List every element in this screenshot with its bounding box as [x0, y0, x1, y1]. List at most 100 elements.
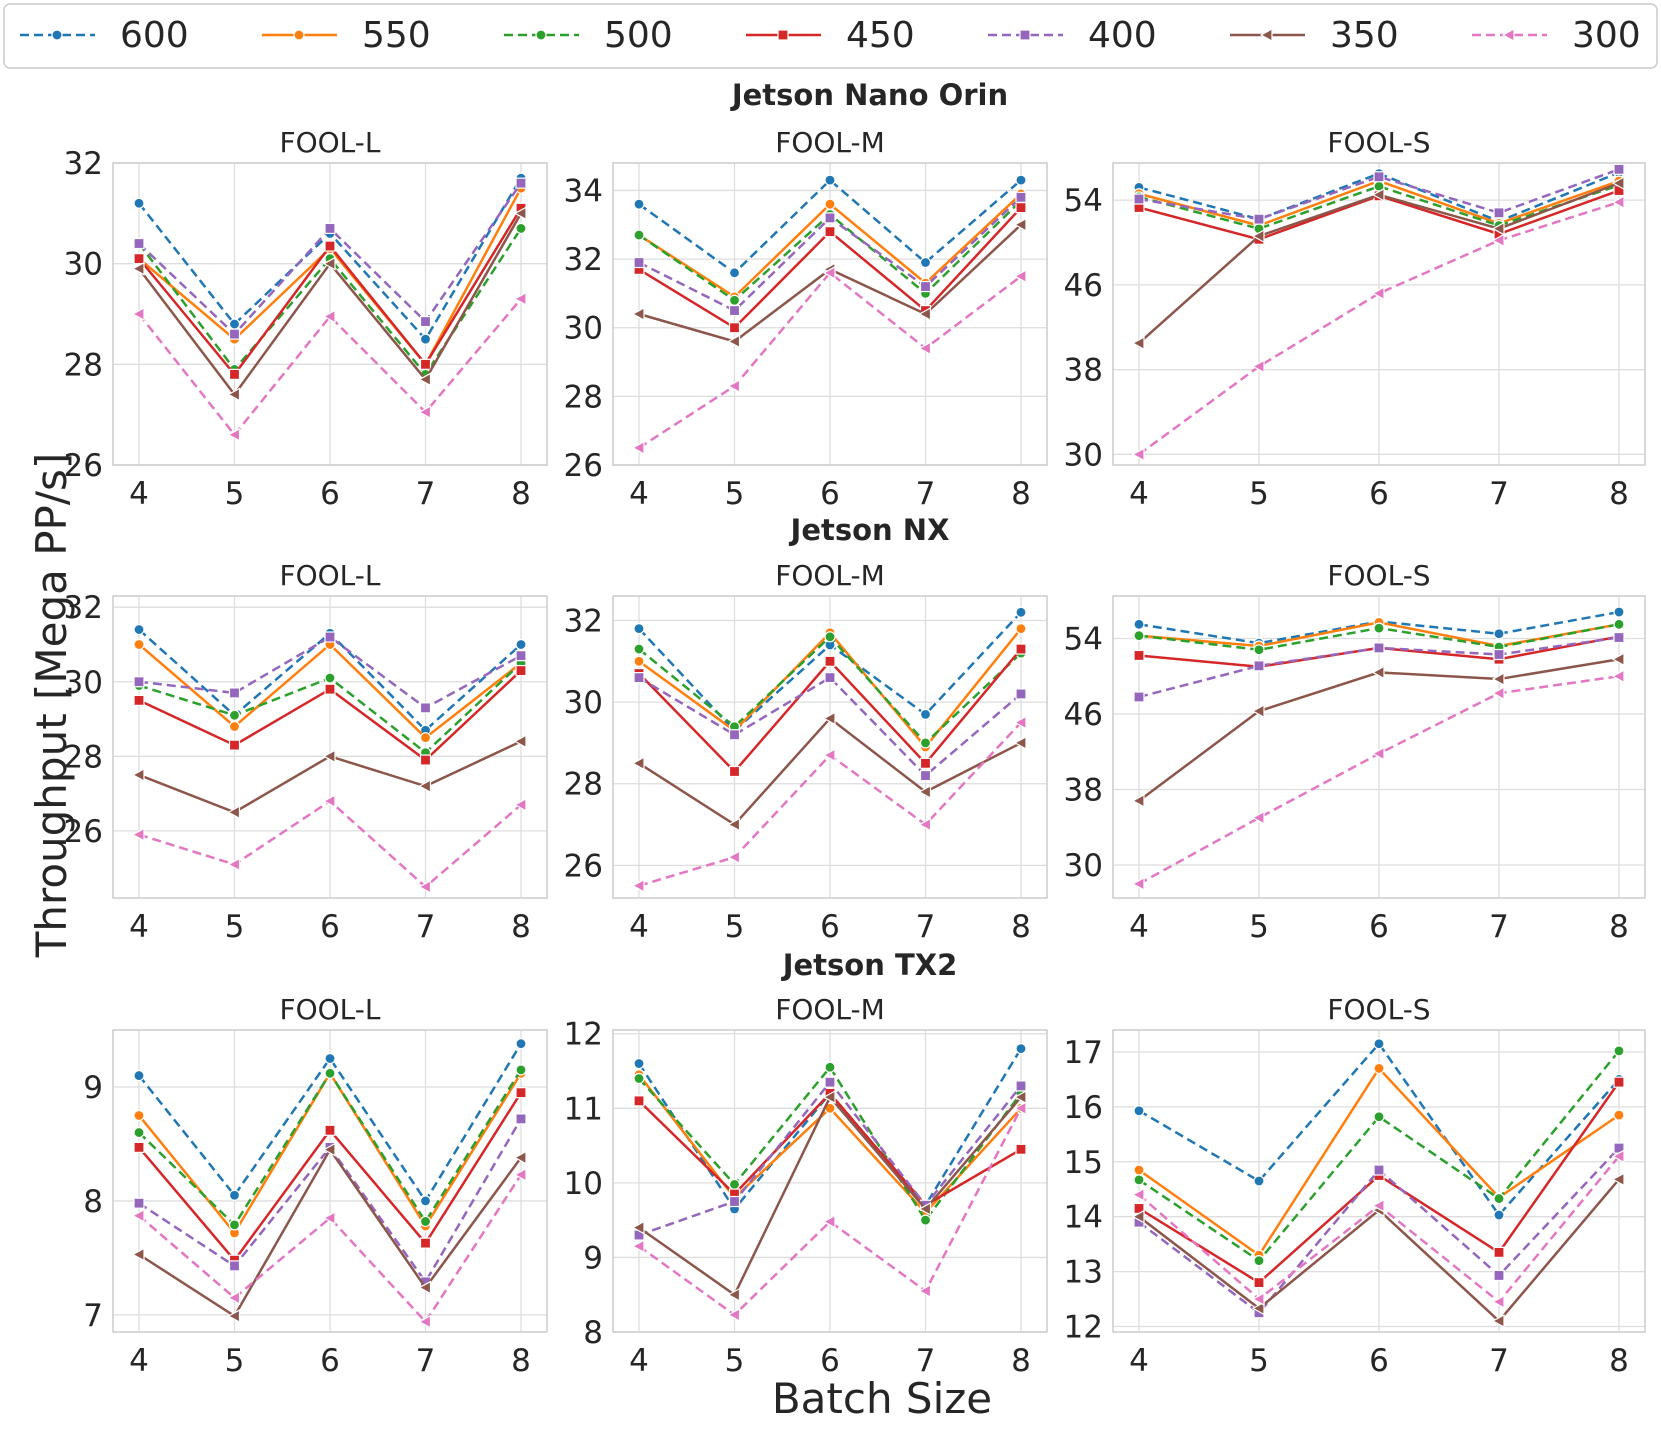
- series-600: [633, 174, 1027, 279]
- series-line-400: [638, 676, 1022, 778]
- series-line-500: [638, 1065, 1022, 1223]
- data-point-400: [515, 177, 527, 189]
- data-point-450: [228, 368, 241, 380]
- subplot-8: 4 5 6 7 8 8 9 10 11 12 FOOL-M: [564, 993, 1048, 1379]
- series-line-500: [1138, 1050, 1620, 1263]
- data-point-500: [633, 643, 645, 655]
- data-point-300: [727, 1307, 741, 1322]
- data-point-400: [824, 212, 836, 224]
- data-point-350: [918, 784, 932, 799]
- data-point-450: [133, 694, 145, 706]
- subplot-7: 4 5 6 7 8 7 8 9 FOOL-L: [83, 993, 548, 1379]
- x-tick-label: 6: [1369, 1343, 1389, 1379]
- data-point-500: [728, 294, 741, 306]
- series-300: [131, 1167, 527, 1329]
- x-tick-label: 7: [416, 476, 436, 512]
- series-350: [131, 734, 527, 820]
- data-point-300: [227, 857, 241, 872]
- data-point-600: [515, 1038, 527, 1050]
- plot-frame: [112, 162, 548, 466]
- data-point-450: [1493, 1246, 1505, 1258]
- subplot-title: FOOL-M: [775, 559, 885, 592]
- subplot-9: 4 5 6 7 8 12 13 14 15 16 17 FOOL-S: [1064, 993, 1646, 1379]
- y-tick-label: 12: [564, 1017, 603, 1053]
- legend-entry-400: 400: [988, 15, 1157, 56]
- data-point-600: [1253, 1175, 1265, 1187]
- data-point-450: [133, 1141, 145, 1153]
- legend-label-500: 500: [604, 15, 673, 56]
- data-point-500: [1613, 618, 1625, 630]
- y-tick-label: 26: [564, 448, 603, 484]
- data-point-400: [228, 328, 241, 340]
- legend-marker-600: [51, 29, 63, 41]
- data-point-500: [228, 1219, 241, 1231]
- y-tick-label: 14: [1064, 1200, 1103, 1236]
- x-tick-label: 5: [1249, 476, 1269, 512]
- series-500: [133, 1064, 527, 1231]
- y-tick-label: 28: [64, 739, 103, 775]
- data-point-300: [1131, 876, 1145, 891]
- y-tick-label: 30: [1064, 848, 1103, 884]
- data-point-300: [727, 379, 741, 394]
- data-point-300: [1131, 447, 1145, 462]
- subplot-title: FOOL-S: [1327, 559, 1430, 592]
- x-axis-label: Batch Size: [772, 1374, 992, 1423]
- series-400: [133, 631, 527, 714]
- data-point-300: [322, 794, 336, 809]
- x-tick-label: 4: [129, 909, 149, 945]
- data-point-300: [631, 878, 645, 893]
- data-point-500: [1253, 1255, 1265, 1267]
- data-point-400: [1493, 1269, 1505, 1282]
- y-tick-label: 32: [564, 242, 603, 278]
- series-500: [1133, 1045, 1625, 1267]
- data-point-300: [822, 265, 836, 280]
- data-point-400: [324, 222, 336, 235]
- data-point-350: [513, 206, 527, 221]
- x-tick-label: 5: [725, 909, 745, 945]
- data-point-400: [1253, 213, 1265, 225]
- y-tick-label: 38: [1064, 353, 1103, 389]
- x-tick-label: 7: [1489, 1343, 1509, 1379]
- series-350: [1131, 176, 1625, 351]
- data-point-450: [324, 1124, 336, 1136]
- subplot-2: 4 5 6 7 8 26 28 30 32 34 FOOL-M: [564, 126, 1048, 512]
- data-point-600: [919, 256, 932, 269]
- y-tick-label: 9: [583, 1240, 603, 1276]
- x-tick-label: 6: [320, 476, 340, 512]
- plot-frame: [112, 1029, 548, 1333]
- y-tick-label: 28: [64, 347, 103, 383]
- x-tick-label: 6: [320, 1343, 340, 1379]
- subplot-4: 4 5 6 7 8 26 28 30 32 FOOL-L: [64, 559, 548, 945]
- series-300: [1131, 1149, 1625, 1309]
- series-300: [1131, 195, 1625, 462]
- subplots: 4 5 6 7 8 26 28 30 32 FOOL-L 4 5 6 7 8 26 28 30 32 34 FOOL-M…: [64, 126, 1646, 1379]
- series-line-600: [138, 1043, 523, 1204]
- data-point-600: [515, 638, 527, 651]
- data-point-350: [418, 372, 432, 387]
- data-point-300: [131, 306, 145, 322]
- data-point-550: [824, 198, 836, 210]
- data-point-350: [227, 387, 241, 402]
- data-point-500: [1133, 630, 1145, 642]
- data-point-450: [133, 253, 145, 265]
- x-tick-label: 4: [129, 476, 149, 512]
- series-300: [631, 715, 1027, 893]
- legend-entry-300: 300: [1472, 15, 1641, 56]
- data-point-300: [131, 827, 145, 842]
- data-point-300: [822, 748, 836, 763]
- y-tick-label: 28: [564, 767, 603, 803]
- y-tick-label: 38: [1064, 772, 1103, 808]
- data-point-450: [728, 322, 741, 334]
- data-point-400: [1613, 163, 1625, 175]
- data-point-450: [515, 664, 527, 677]
- data-point-300: [1371, 286, 1385, 301]
- data-point-450: [728, 765, 741, 778]
- data-point-450: [419, 754, 432, 766]
- data-point-600: [1613, 606, 1625, 618]
- series-300: [131, 291, 527, 442]
- data-point-350: [1491, 221, 1505, 236]
- plot-frame: [612, 595, 1048, 899]
- data-point-550: [1015, 623, 1027, 635]
- data-point-550: [1133, 1164, 1145, 1176]
- legend-entry-450: 450: [746, 15, 915, 56]
